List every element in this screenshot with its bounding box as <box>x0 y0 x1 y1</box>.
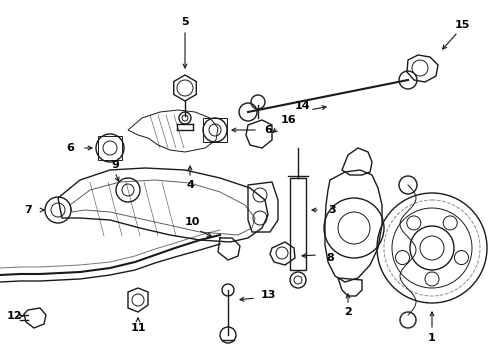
Text: 13: 13 <box>260 290 276 300</box>
Text: 9: 9 <box>111 160 119 170</box>
Text: 10: 10 <box>184 217 200 227</box>
Text: 8: 8 <box>326 253 334 263</box>
Text: 6: 6 <box>66 143 74 153</box>
Text: 2: 2 <box>344 307 352 317</box>
Text: 11: 11 <box>130 323 146 333</box>
Text: 5: 5 <box>181 17 189 27</box>
Text: 1: 1 <box>428 333 436 343</box>
Text: 16: 16 <box>280 115 296 125</box>
Text: 7: 7 <box>24 205 32 215</box>
Text: 15: 15 <box>454 20 470 30</box>
Text: 4: 4 <box>186 180 194 190</box>
Text: 14: 14 <box>294 101 310 111</box>
Text: 12: 12 <box>6 311 22 321</box>
Text: 6: 6 <box>264 125 272 135</box>
Text: 3: 3 <box>328 205 336 215</box>
